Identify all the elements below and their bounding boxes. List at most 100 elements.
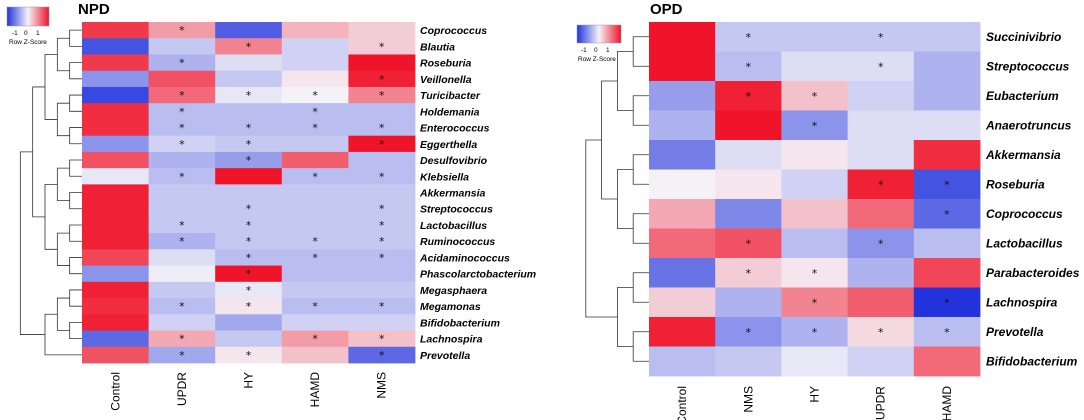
opd-cell-r3-c1 (715, 110, 782, 141)
npd-dendrogram-branch (44, 54, 58, 120)
opd-column-label: UPDR (874, 386, 888, 420)
opd-cell-r3-c2 (781, 110, 848, 141)
opd-significance-star: * (878, 237, 884, 250)
npd-cell-r10-c2 (215, 184, 283, 202)
opd-cell-r2-c3 (847, 81, 915, 111)
npd-significance-star: * (379, 89, 385, 102)
opd-significance-star: * (878, 326, 884, 339)
npd-cell-r5-c2 (215, 103, 283, 120)
npd-cell-r10-c4 (348, 184, 416, 202)
opd-cell-r11-c4 (913, 346, 981, 377)
npd-cell-r19-c1 (148, 330, 216, 348)
opd-row-label: Prevotella (986, 325, 1044, 339)
npd-cell-r1-c0 (82, 38, 149, 55)
opd-cell-r10-c2 (781, 317, 848, 347)
npd-significance-star: * (312, 170, 318, 183)
npd-dendrogram-branch (69, 224, 82, 242)
npd-cell-r17-c1 (148, 298, 216, 315)
npd-cell-r7-c0 (82, 135, 149, 153)
opd-cell-r10-c1 (715, 317, 782, 347)
npd-color-legend: -1 0 1 Row Z-Score (6, 6, 50, 46)
npd-cell-r12-c4 (348, 216, 416, 234)
npd-cell-r16-c4 (348, 281, 416, 299)
opd-cell-r8-c0 (649, 258, 716, 288)
npd-cell-r0-c2 (215, 22, 283, 39)
opd-significance-star: * (878, 178, 884, 191)
npd-cell-r1-c3 (281, 38, 349, 55)
npd-cell-r4-c4 (348, 86, 416, 104)
opd-cell-r10-c4 (913, 317, 981, 347)
npd-cell-r20-c0 (82, 346, 149, 364)
opd-color-legend: -1 0 1 Row Z-Score (576, 24, 622, 63)
npd-cell-r19-c3 (281, 330, 349, 348)
npd-cell-r16-c1 (148, 281, 216, 299)
npd-significance-star: * (312, 300, 318, 313)
opd-cell-r11-c1 (715, 346, 782, 377)
opd-dendrogram-branch (632, 272, 649, 303)
opd-significance-star: * (944, 296, 950, 309)
npd-significance-star: * (379, 203, 385, 216)
npd-cell-r13-c1 (148, 233, 216, 250)
npd-cell-r6-c0 (82, 119, 149, 137)
opd-cell-r4-c2 (781, 140, 848, 170)
npd-row-label: Lachnospira (420, 334, 483, 346)
opd-row-label: Bifidobacterium (986, 354, 1078, 368)
npd-dendrogram-branch (69, 29, 82, 47)
opd-significance-star: * (812, 119, 818, 132)
opd-significance-star: * (746, 31, 752, 44)
npd-column-label: HAMD (308, 372, 322, 408)
npd-cell-r11-c4 (348, 200, 416, 218)
npd-significance-star: * (246, 235, 252, 248)
opd-cell-r2-c2 (781, 81, 848, 111)
opd-legend-tick-high: 1 (606, 47, 610, 54)
opd-cell-r0-c3 (847, 22, 915, 52)
npd-dendrogram-branch (69, 159, 82, 177)
npd-cell-r0-c4 (348, 22, 416, 39)
opd-cell-r0-c4 (913, 22, 981, 52)
npd-row-label: Phascolarctobacterium (420, 269, 536, 281)
npd-cell-r7-c4 (348, 135, 416, 153)
opd-row-label: Anaerotruncus (985, 118, 1072, 132)
opd-cell-r5-c3 (847, 169, 915, 200)
opd-cell-r4-c3 (847, 140, 915, 170)
opd-significance-star: * (944, 208, 950, 221)
opd-legend-tick-low: -1 (581, 47, 587, 54)
npd-significance-star: * (179, 300, 185, 313)
npd-cell-r20-c1 (148, 346, 216, 364)
npd-significance-star: * (179, 24, 185, 37)
npd-cell-r15-c4 (348, 265, 416, 283)
npd-cell-r13-c2 (215, 233, 283, 250)
opd-cell-r1-c4 (913, 51, 981, 82)
opd-cell-r1-c3 (847, 51, 915, 82)
opd-dendrogram-branch (632, 213, 649, 244)
npd-legend-tick-low: -1 (12, 30, 18, 37)
npd-row-label: Turicibacter (420, 90, 481, 102)
opd-row-label: Coprococcus (986, 207, 1063, 221)
npd-row-label: Eggerthella (420, 139, 477, 151)
npd-dendrogram-branch (69, 192, 82, 210)
opd-legend-tick-mid: 0 (594, 47, 598, 54)
npd-dendrogram-branch (44, 183, 58, 250)
npd-cell-r17-c0 (82, 298, 149, 315)
npd-row-label: Roseburia (420, 58, 472, 70)
npd-cell-r7-c2 (215, 135, 283, 153)
opd-significance-star: * (812, 267, 818, 280)
npd-row-dendrogram (19, 29, 82, 356)
npd-cell-r18-c2 (215, 314, 283, 331)
npd-dendrogram-branch (56, 167, 70, 202)
npd-column-label: NMS (375, 372, 389, 399)
npd-row-labels: Coprococcus Blautia Roseburia Veillonella Tu… (419, 25, 536, 362)
npd-dendrogram-branch (69, 257, 82, 275)
opd-cell-r5-c4 (913, 169, 981, 200)
npd-dendrogram-branch (69, 127, 82, 145)
npd-column-labels: Control UPDR HY HAMD NMS (108, 372, 388, 411)
npd-significance-star: * (379, 73, 385, 86)
npd-significance-star: * (379, 40, 385, 53)
npd-row-label: Klebsiella (420, 171, 469, 183)
npd-cell-r14-c2 (215, 249, 283, 266)
npd-significance-star: * (379, 122, 385, 135)
npd-cell-r7-c1 (148, 135, 216, 153)
npd-cell-r17-c4 (348, 298, 416, 315)
npd-cell-r14-c3 (281, 249, 349, 266)
npd-cell-r13-c4 (348, 233, 416, 250)
